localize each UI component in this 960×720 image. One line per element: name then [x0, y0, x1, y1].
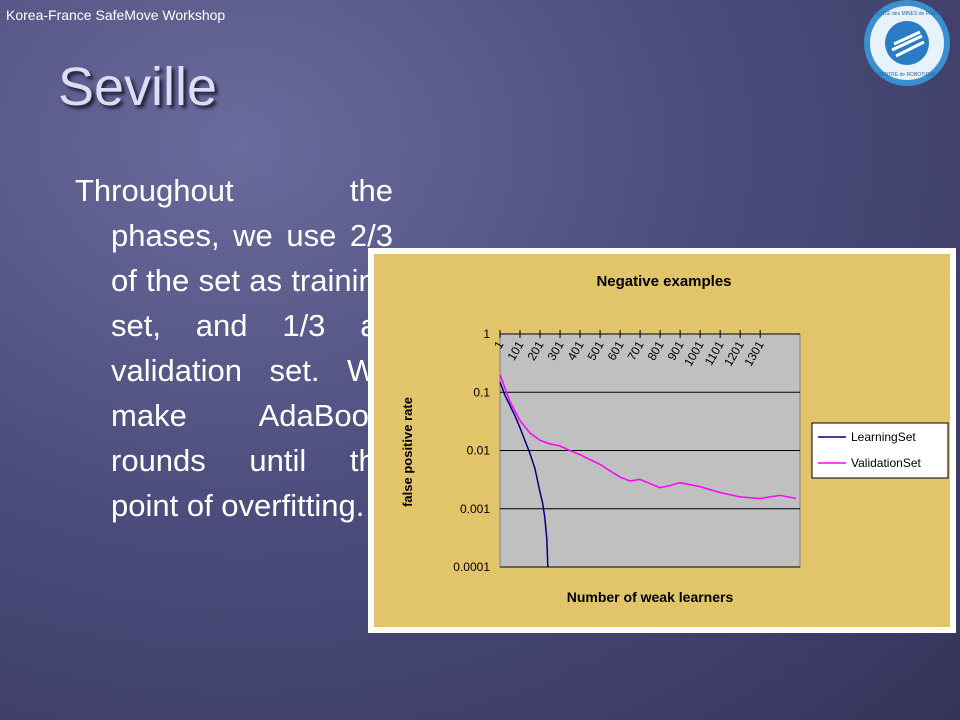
legend-label: ValidationSet [851, 456, 921, 470]
series-line [499, 381, 549, 568]
series-line [499, 374, 797, 500]
y-tick-label: 1 [483, 327, 490, 341]
x-axis-label: Number of weak learners [567, 589, 734, 605]
chart-title: Negative examples [596, 273, 731, 290]
y-tick-label: 0.01 [467, 444, 491, 458]
header: Korea-France SafeMove Workshop [6, 7, 226, 23]
y-axis-label: false positive rate [400, 397, 415, 507]
y-tick-label: 0.001 [460, 502, 490, 516]
slide-title: Seville [58, 57, 218, 117]
body-text: Throughout the phases, we use 2/3 of the… [75, 173, 393, 523]
logo-text: ECOLE des MINES de PARIS [874, 11, 941, 17]
y-tick-label: 0.1 [473, 385, 490, 399]
legend [811, 422, 949, 479]
legend-label: LearningSet [851, 430, 916, 444]
logo-text: CENTRE de ROBOTIQUE [878, 72, 938, 78]
logo: ECOLE des MINES de PARIS CENTRE de ROBOT… [864, 0, 950, 86]
y-tick-label: 0.0001 [453, 560, 490, 574]
